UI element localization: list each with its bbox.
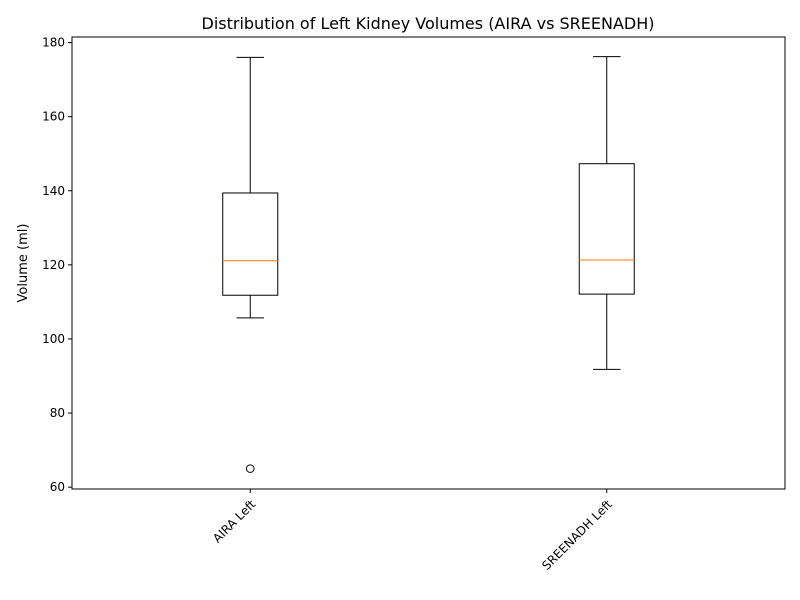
iqr-box (578, 163, 635, 295)
y-tick-label: 180 (42, 36, 65, 50)
box-group (578, 56, 635, 370)
y-tick-label: 80 (50, 406, 65, 420)
outlier-point (245, 464, 255, 473)
y-tick-label: 100 (42, 332, 65, 346)
plot-frame (71, 36, 786, 490)
y-tick-label: 60 (50, 480, 65, 494)
y-tick-label: 160 (42, 110, 65, 124)
box-group (222, 56, 279, 473)
iqr-box (222, 192, 279, 296)
x-tick-label: SREENADH Left (539, 497, 615, 573)
y-tick-label: 140 (42, 184, 65, 198)
plot-area: 60 80 100 120 140 160 180 AIRA Left SREENADH Lef… (42, 36, 635, 573)
y-axis-label: Volume (ml) (16, 224, 31, 303)
chart-title: Distribution of Left Kidney Volumes (AIR… (202, 14, 655, 33)
y-tick-label: 120 (42, 258, 65, 272)
x-tick-label: AIRA Left (210, 497, 258, 545)
